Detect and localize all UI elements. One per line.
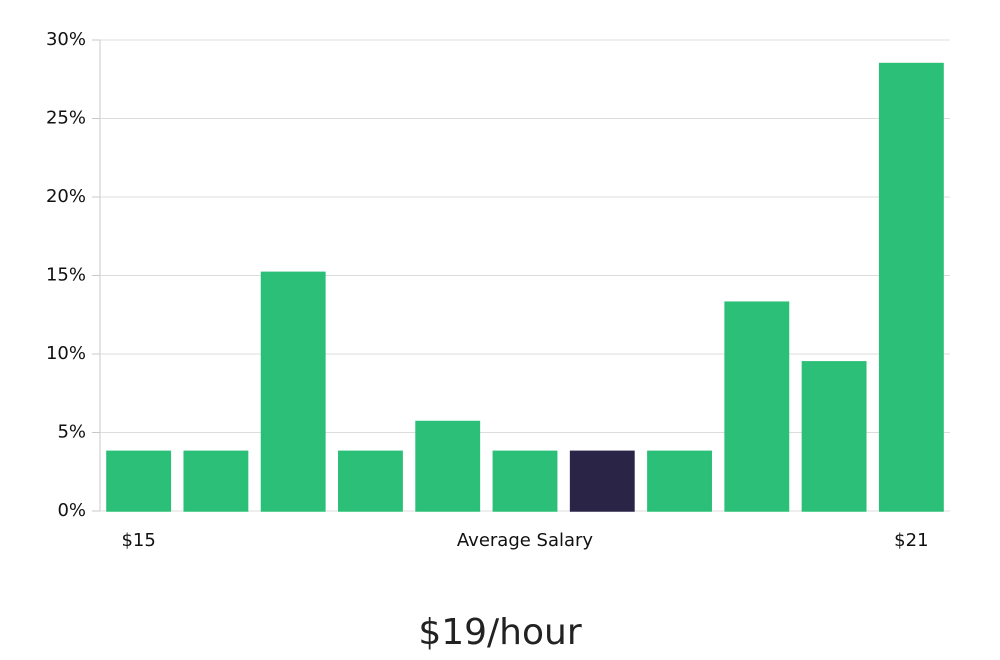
bar [878, 62, 944, 512]
x-tick-label: Average Salary [457, 530, 594, 551]
bar [260, 271, 326, 512]
bar [415, 420, 481, 512]
bar [801, 361, 867, 512]
bar [724, 301, 790, 512]
bar [647, 450, 712, 512]
y-tick-label: 0% [57, 500, 86, 521]
bar [106, 450, 172, 512]
x-tick-label: $15 [121, 530, 155, 551]
bar [338, 450, 403, 512]
average-annotation: $19/hour [418, 612, 582, 653]
y-tick-label: 25% [46, 108, 86, 129]
y-tick-label: 20% [46, 186, 86, 207]
bar [569, 450, 635, 512]
bar [183, 450, 249, 512]
x-tick-label: $21 [894, 530, 928, 551]
y-tick-label: 10% [46, 343, 86, 364]
y-tick-label: 30% [46, 29, 86, 50]
y-tick-label: 15% [46, 265, 86, 286]
y-tick-label: 5% [57, 422, 86, 443]
bar [492, 450, 558, 512]
